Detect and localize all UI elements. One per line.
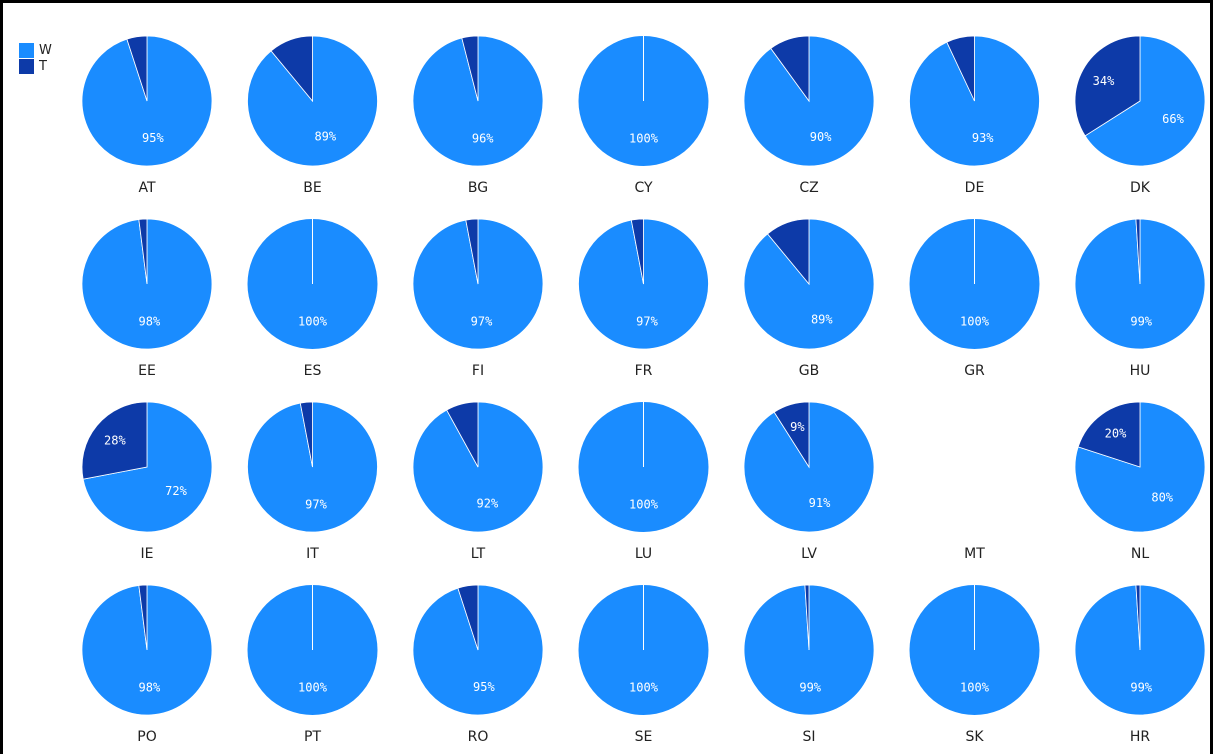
legend-item-w: W <box>19 42 52 58</box>
pie-label-w-lu: 100% <box>629 498 659 512</box>
country-label-fr: FR <box>635 363 653 379</box>
legend-label-w: W <box>39 42 52 58</box>
pie-slice-t-fi <box>465 218 479 285</box>
pie-slice-t-fr <box>630 218 644 285</box>
pie-slice-w-nl <box>1074 401 1206 533</box>
pie-label-w-dk: 66% <box>1162 112 1184 126</box>
pie-label-t-lv: 9% <box>790 420 805 434</box>
pie-label-w-hr: 99% <box>1130 681 1152 695</box>
pie-slice-t-be <box>270 35 313 103</box>
pie-label-w-nl: 80% <box>1151 491 1173 505</box>
country-label-cz: CZ <box>799 180 818 196</box>
pie-label-w-bg: 96% <box>472 131 494 145</box>
country-label-lt: LT <box>471 546 486 562</box>
pie-slice-t-it <box>299 401 313 468</box>
legend-swatch-t <box>19 58 34 74</box>
pie-label-w-at: 95% <box>142 131 164 145</box>
country-label-de: DE <box>965 180 985 196</box>
pie-slice-w-dk <box>1084 35 1206 167</box>
country-label-gb: GB <box>799 363 819 379</box>
pie-slice-t-at <box>126 35 148 102</box>
pie-label-t-dk: 34% <box>1093 74 1115 88</box>
pie-label-w-si: 99% <box>799 681 821 695</box>
pie-slice-t-bg <box>461 35 479 102</box>
pie-slice-w-cz <box>743 35 875 167</box>
pie-label-w-sk: 100% <box>960 681 990 695</box>
country-label-es: ES <box>304 363 322 379</box>
pie-label-w-cz: 90% <box>810 130 832 144</box>
pie-label-w-cy: 100% <box>629 132 659 146</box>
legend-label-t: T <box>39 58 47 74</box>
pie-label-w-es: 100% <box>298 315 328 329</box>
pie-label-w-be: 89% <box>314 130 336 144</box>
country-label-lu: LU <box>635 546 652 562</box>
pie-label-w-fr: 97% <box>636 315 658 329</box>
country-label-mt: MT <box>964 546 985 562</box>
country-label-at: AT <box>138 180 155 196</box>
pie-label-w-fi: 97% <box>471 315 493 329</box>
country-label-si: SI <box>802 729 815 745</box>
pie-label-w-ee: 98% <box>139 315 161 329</box>
country-label-sk: SK <box>965 729 984 745</box>
pie-slice-t-lt <box>446 401 479 468</box>
country-label-be: BE <box>303 180 321 196</box>
pie-label-w-lv: 91% <box>809 496 831 510</box>
pie-label-w-it: 97% <box>305 498 327 512</box>
country-label-ro: RO <box>468 729 489 745</box>
pie-slice-t-po <box>138 584 148 651</box>
legend: W T <box>19 42 52 74</box>
pie-label-w-ie: 72% <box>165 484 187 498</box>
pie-slice-t-si <box>804 584 810 651</box>
pie-slice-t-hu <box>1135 218 1141 285</box>
pie-label-w-po: 98% <box>139 681 161 695</box>
pie-slice-t-ie <box>81 401 148 480</box>
pie-slice-t-lv <box>773 401 810 469</box>
pie-label-w-ro: 95% <box>473 680 495 694</box>
pie-slice-w-ro <box>412 584 544 716</box>
pie-label-w-gr: 100% <box>960 315 990 329</box>
pie-slice-t-de <box>946 35 975 102</box>
pie-label-t-ie: 28% <box>104 434 126 448</box>
pie-slice-t-ro <box>457 584 479 651</box>
legend-item-t: T <box>19 58 52 74</box>
country-label-se: SE <box>635 729 653 745</box>
pie-slice-t-nl <box>1077 401 1141 468</box>
country-label-hr: HR <box>1130 729 1151 745</box>
pie-label-w-gb: 89% <box>811 313 833 327</box>
legend-swatch-w <box>19 42 34 58</box>
country-label-nl: NL <box>1131 546 1149 562</box>
country-label-hu: HU <box>1130 363 1151 379</box>
pie-label-w-lt: 92% <box>477 497 499 511</box>
country-label-ie: IE <box>141 546 154 562</box>
country-label-cy: CY <box>634 180 653 196</box>
pie-slice-t-dk <box>1074 35 1141 137</box>
country-label-po: PO <box>137 729 156 745</box>
country-label-bg: BG <box>468 180 488 196</box>
country-label-dk: DK <box>1130 180 1151 196</box>
pie-slice-t-gb <box>767 218 810 286</box>
pie-slice-t-ee <box>138 218 148 285</box>
pie-label-t-nl: 20% <box>1105 426 1127 440</box>
pie-label-w-se: 100% <box>629 681 659 695</box>
country-label-ee: EE <box>138 363 156 379</box>
country-label-fi: FI <box>472 363 484 379</box>
pie-slice-t-cz <box>770 35 810 103</box>
country-label-gr: GR <box>964 363 985 379</box>
pie-slice-w-ie <box>82 401 213 533</box>
country-label-pt: PT <box>304 729 321 745</box>
pie-label-w-hu: 99% <box>1130 315 1152 329</box>
pie-slice-t-hr <box>1135 584 1141 651</box>
country-label-lv: LV <box>801 546 817 562</box>
pie-slice-w-at <box>81 35 213 167</box>
pie-label-w-de: 93% <box>972 131 994 145</box>
pie-label-w-pt: 100% <box>298 681 328 695</box>
country-label-it: IT <box>306 546 319 562</box>
